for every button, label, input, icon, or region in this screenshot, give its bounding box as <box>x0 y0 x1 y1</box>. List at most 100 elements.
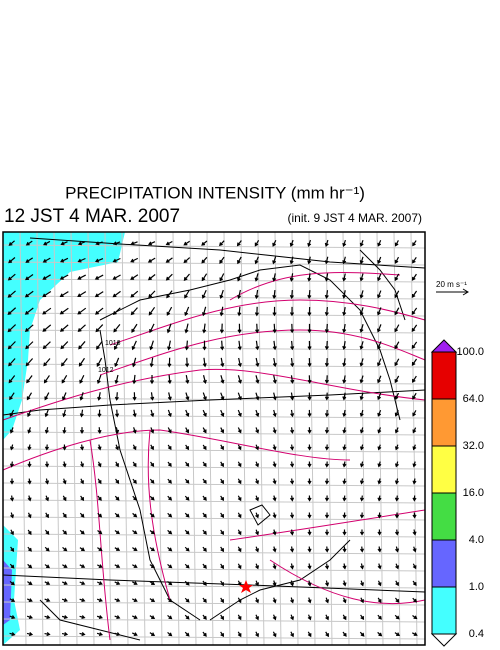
wind-arrow <box>42 341 51 350</box>
wind-arrow <box>130 257 139 263</box>
wind-arrow <box>290 375 295 384</box>
wind-arrow <box>342 256 347 265</box>
wind-arrow <box>9 615 16 619</box>
wind-arrow <box>149 632 156 636</box>
wind-arrow <box>184 323 189 334</box>
wind-arrow <box>237 631 242 638</box>
wind-arrow <box>96 615 103 620</box>
wind-arrow <box>272 563 277 570</box>
wind-arrow <box>202 409 207 417</box>
wind-arrow <box>394 273 400 282</box>
wind-arrow <box>324 340 329 351</box>
wind-arrow <box>114 340 120 350</box>
wind-arrow <box>237 427 242 434</box>
wind-arrow <box>44 444 50 451</box>
wind-arrow <box>9 478 15 485</box>
wind-arrow <box>377 529 382 536</box>
wind-arrow <box>377 240 382 247</box>
wind-arrow <box>377 375 382 384</box>
wind-arrow <box>394 461 399 468</box>
wind-arrow <box>132 547 138 551</box>
wind-arrow <box>394 410 399 417</box>
wind-arrow <box>132 581 138 585</box>
colorbar-label: 0.4 <box>469 628 484 640</box>
colorbar-segment <box>431 351 457 400</box>
wind-arrow <box>395 580 399 587</box>
wind-arrow <box>220 444 224 451</box>
wind-arrow <box>25 257 34 263</box>
wind-arrow <box>96 374 102 385</box>
wind-arrow <box>359 546 365 553</box>
wind-arrow <box>7 341 16 350</box>
grid-line <box>2 295 426 300</box>
precip-area <box>3 560 12 625</box>
wind-arrow <box>255 495 260 502</box>
wind-arrow <box>59 291 69 297</box>
wind-arrow <box>237 529 242 536</box>
wind-arrow <box>94 291 104 298</box>
wind-arrow <box>237 461 242 468</box>
wind-arrow <box>130 290 139 298</box>
wind-arrow <box>220 461 224 468</box>
wind-arrow <box>255 340 260 351</box>
wind-arrow <box>97 547 103 551</box>
wind-arrow <box>342 290 347 299</box>
grid-line <box>2 601 426 606</box>
wind-arrow <box>97 392 102 401</box>
wind-arrow <box>255 631 259 638</box>
wind-arrow <box>254 289 259 300</box>
colorbar: 100.0 64.0 32.0 16.0 4.0 1.0 0.4 <box>430 339 484 647</box>
wind-arrow <box>255 461 260 468</box>
wind-arrow <box>167 357 172 368</box>
wind-arrow <box>114 598 121 602</box>
wind-arrow <box>359 631 365 637</box>
wind-arrow <box>62 427 67 434</box>
wind-arrow <box>24 307 34 315</box>
grid-line <box>240 231 248 646</box>
wind-arrow <box>97 427 102 434</box>
wind-arrow <box>147 274 156 281</box>
wind-arrow <box>255 375 260 384</box>
wind-arrow <box>342 427 347 434</box>
wind-arrow <box>78 341 86 350</box>
wind-arrow <box>202 529 207 535</box>
wind-arrow <box>27 512 32 519</box>
wind-arrow <box>62 512 67 518</box>
wind-arrow <box>307 529 312 536</box>
wind-arrow <box>96 632 104 637</box>
wind-arrow <box>272 289 277 300</box>
wind-arrow <box>342 358 347 367</box>
wind-arrow <box>114 495 120 501</box>
wind-arrow <box>148 306 156 316</box>
wind-arrow <box>376 324 382 333</box>
wind-arrow <box>149 374 155 385</box>
wind-arrow <box>150 444 154 451</box>
wind-arrow <box>342 239 347 247</box>
wind-arrow <box>220 357 225 368</box>
wind-arrow <box>149 323 155 334</box>
wind-arrow <box>359 512 365 519</box>
wind-arrow <box>147 241 156 246</box>
grid-line <box>2 499 426 504</box>
wind-arrow <box>255 427 260 434</box>
wind-arrow <box>324 461 330 468</box>
wind-arrow <box>9 598 16 602</box>
wind-arrow <box>184 580 190 586</box>
wind-arrow <box>307 495 312 502</box>
wind-arrow <box>201 240 208 246</box>
wind-arrow <box>219 273 225 282</box>
wind-arrow <box>132 530 138 535</box>
wind-arrow <box>237 273 242 282</box>
wind-arrow <box>59 274 69 280</box>
init-time: (init. 9 JST 4 MAR. 2007) <box>288 211 423 225</box>
wind-arrow <box>150 427 155 434</box>
wind-arrow <box>272 357 277 368</box>
wind-arrow <box>77 291 87 297</box>
wind-arrow <box>377 427 382 434</box>
wind-arrow <box>342 392 347 401</box>
wind-arrow <box>255 546 260 553</box>
wind-arrow <box>149 495 155 501</box>
wind-arrow <box>184 546 190 552</box>
wind-arrow <box>272 444 277 451</box>
wind-arrow <box>255 409 260 418</box>
